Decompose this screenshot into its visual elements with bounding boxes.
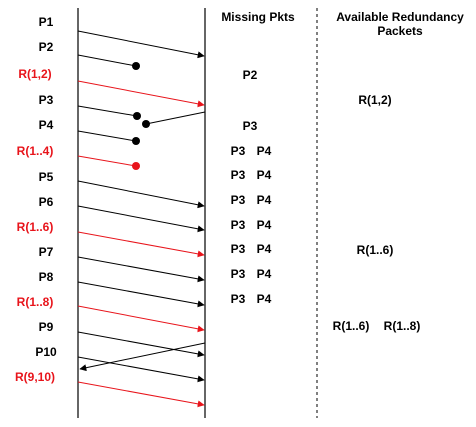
redundancy-column: R(1,2) R(1..6) R(1..6) R(1..8) bbox=[333, 93, 421, 333]
packet-arrow-received bbox=[77, 331, 205, 358]
redundancy-header-line1: Available Redundancy bbox=[336, 10, 464, 24]
redundancy-arrow-received bbox=[77, 381, 205, 408]
redundancy-pkt: R(1..6) bbox=[357, 243, 394, 257]
loss-marker bbox=[132, 62, 140, 70]
redundancy-pkt: R(1..8) bbox=[384, 319, 421, 333]
loss-marker bbox=[133, 112, 141, 120]
missing-pkt: P4 bbox=[257, 292, 272, 306]
packet-label: P1 bbox=[39, 15, 54, 29]
packet-arrow-lost bbox=[77, 130, 137, 142]
missing-pkt: P4 bbox=[257, 193, 272, 207]
ack-arrow-lost bbox=[145, 111, 206, 125]
redundancy-pkt: R(1,2) bbox=[358, 93, 391, 107]
packet-arrow-received bbox=[77, 256, 205, 283]
packet-label: P2 bbox=[39, 40, 54, 54]
packet-arrow-received bbox=[77, 356, 205, 383]
packet-label: P4 bbox=[39, 118, 54, 132]
redundancy-header-line2: Packets bbox=[377, 24, 423, 38]
packet-labels: P1 P2 R(1,2) P3 P4 R(1..4) P5 P6 R(1..6)… bbox=[15, 15, 57, 384]
packet-label: P6 bbox=[39, 195, 54, 209]
feedback-arrow bbox=[79, 342, 206, 372]
packet-label: P5 bbox=[39, 170, 54, 184]
packet-arrow-received bbox=[77, 180, 205, 209]
missing-pkt: P4 bbox=[257, 144, 272, 158]
missing-pkt: P4 bbox=[257, 168, 272, 182]
loss-marker bbox=[142, 120, 150, 128]
missing-pkt: P3 bbox=[231, 168, 246, 182]
missing-pkt: P3 bbox=[243, 119, 258, 133]
packet-arrows bbox=[77, 30, 206, 408]
packet-label: P10 bbox=[35, 345, 57, 359]
packet-label: R(1..4) bbox=[17, 144, 54, 158]
packet-arrow-received bbox=[77, 30, 205, 59]
missing-pkt: P3 bbox=[231, 292, 246, 306]
packet-label: P9 bbox=[39, 320, 54, 334]
redundancy-arrow-received bbox=[77, 80, 205, 108]
redundancy-arrow-received bbox=[77, 305, 205, 333]
loss-marker-red bbox=[132, 162, 140, 170]
packet-label: R(1,2) bbox=[18, 67, 51, 81]
packet-label: P3 bbox=[39, 93, 54, 107]
packet-label: R(1..6) bbox=[17, 220, 54, 234]
packet-label: P7 bbox=[39, 245, 54, 259]
loss-marker bbox=[132, 137, 140, 145]
packet-arrow-lost bbox=[77, 54, 137, 67]
packet-label: R(1..8) bbox=[17, 295, 54, 309]
packet-arrow-received bbox=[77, 281, 205, 308]
packet-arrow-received bbox=[77, 205, 205, 233]
redundancy-arrow-received bbox=[77, 231, 205, 258]
missing-pkt: P4 bbox=[257, 267, 272, 281]
missing-pkt: P3 bbox=[231, 242, 246, 256]
missing-pkts-header: Missing Pkts bbox=[221, 10, 295, 24]
missing-pkt: P3 bbox=[231, 144, 246, 158]
redundancy-pkt: R(1..6) bbox=[333, 319, 370, 333]
missing-pkt: P2 bbox=[243, 68, 258, 82]
missing-pkt: P3 bbox=[231, 267, 246, 281]
redundancy-arrow-lost bbox=[77, 155, 137, 167]
packet-arrow-lost bbox=[77, 105, 138, 117]
packet-label: P8 bbox=[39, 270, 54, 284]
packet-label: R(9,10) bbox=[15, 370, 55, 384]
missing-pkt: P4 bbox=[257, 218, 272, 232]
missing-pkt: P3 bbox=[231, 193, 246, 207]
missing-pkt: P4 bbox=[257, 242, 272, 256]
missing-packets-column: P2 P3 P3 P4 P3 P4 P3 P4 P3 P4 P3 P4 P3 P… bbox=[231, 68, 272, 306]
missing-pkt: P3 bbox=[231, 218, 246, 232]
